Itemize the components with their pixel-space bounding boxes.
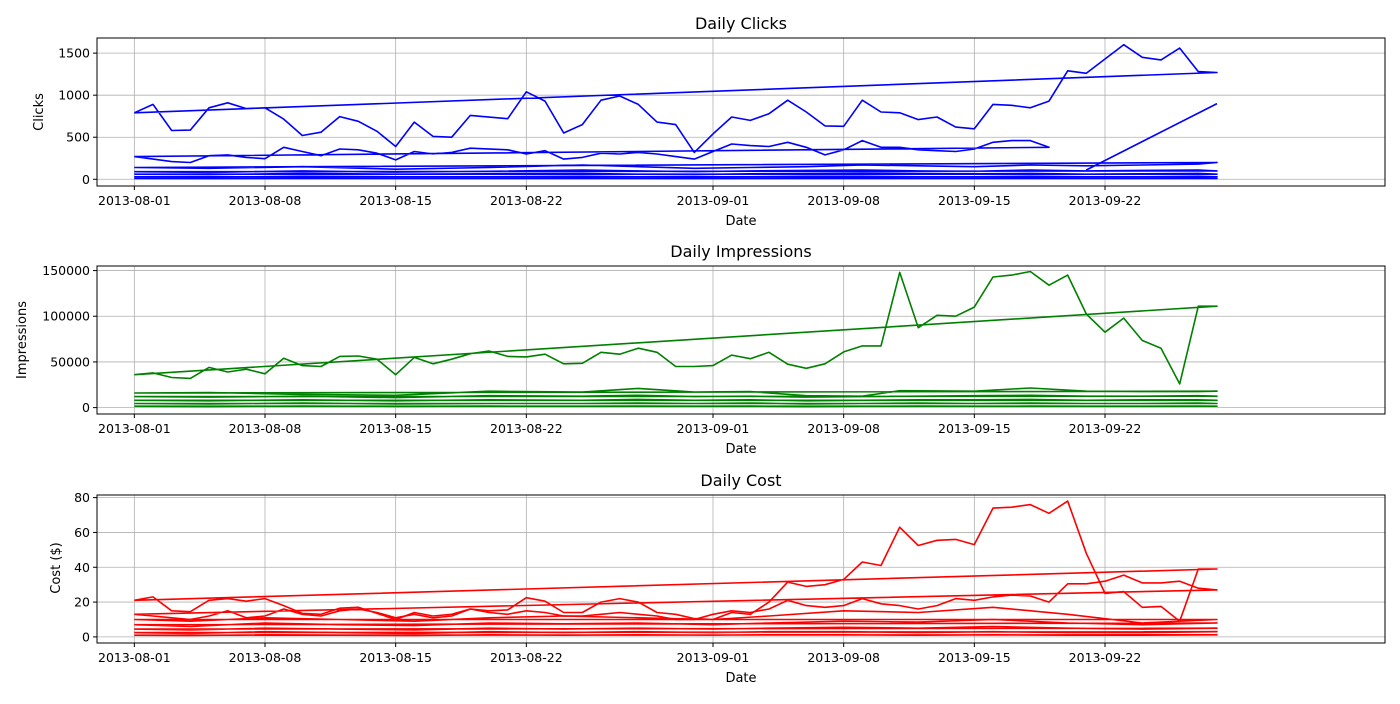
x-tick-label: 2013-08-15 xyxy=(359,421,432,436)
x-tick-label: 2013-09-08 xyxy=(807,650,880,665)
chart-title: Daily Cost xyxy=(700,471,781,490)
x-axis-label: Date xyxy=(725,214,756,229)
x-tick-label: 2013-08-08 xyxy=(229,421,302,436)
chart-title: Daily Impressions xyxy=(670,242,811,261)
x-tick-label: 2013-08-22 xyxy=(490,650,563,665)
x-tick-label: 2013-09-22 xyxy=(1069,650,1142,665)
y-tick-label: 0 xyxy=(82,400,90,415)
x-tick-label: 2013-08-01 xyxy=(98,421,171,436)
x-tick-label: 2013-09-08 xyxy=(807,421,880,436)
x-tick-label: 2013-08-01 xyxy=(98,193,171,208)
x-tick-label: 2013-09-15 xyxy=(938,193,1011,208)
x-tick-label: 2013-09-22 xyxy=(1069,193,1142,208)
y-tick-label: 500 xyxy=(66,130,90,145)
y-tick-label: 1000 xyxy=(58,88,90,103)
y-axis-label: Clicks xyxy=(32,93,47,131)
x-tick-label: 2013-08-22 xyxy=(490,193,563,208)
x-tick-label: 2013-09-22 xyxy=(1069,421,1142,436)
x-tick-label: 2013-08-08 xyxy=(229,193,302,208)
x-axis-label: Date xyxy=(725,671,756,686)
x-tick-label: 2013-08-08 xyxy=(229,650,302,665)
x-tick-label: 2013-09-01 xyxy=(677,650,750,665)
y-tick-label: 20 xyxy=(74,595,90,610)
x-tick-label: 2013-08-15 xyxy=(359,193,432,208)
x-tick-label: 2013-09-15 xyxy=(938,421,1011,436)
y-axis-label: Impressions xyxy=(15,301,30,379)
x-tick-label: 2013-09-01 xyxy=(677,421,750,436)
y-tick-label: 50000 xyxy=(50,354,90,369)
x-tick-label: 2013-09-08 xyxy=(807,193,880,208)
x-tick-label: 2013-08-01 xyxy=(98,650,171,665)
y-tick-label: 0 xyxy=(82,172,90,187)
series-line xyxy=(134,635,1217,636)
series-line xyxy=(134,406,1217,407)
x-tick-label: 2013-08-22 xyxy=(490,421,563,436)
x-tick-label: 2013-09-15 xyxy=(938,650,1011,665)
y-tick-label: 0 xyxy=(82,629,90,644)
y-tick-label: 60 xyxy=(74,525,90,540)
x-tick-label: 2013-09-01 xyxy=(677,193,750,208)
y-tick-label: 150000 xyxy=(42,263,90,278)
y-tick-label: 80 xyxy=(74,490,90,505)
y-tick-label: 100000 xyxy=(42,309,90,324)
y-tick-label: 40 xyxy=(74,560,90,575)
y-axis-label: Cost ($) xyxy=(49,542,64,593)
series-line xyxy=(134,403,1217,404)
series-line xyxy=(134,399,1217,400)
series-line xyxy=(134,176,1217,177)
x-tick-label: 2013-08-15 xyxy=(359,650,432,665)
chart-title: Daily Clicks xyxy=(695,14,787,33)
y-tick-label: 1500 xyxy=(58,46,90,61)
x-axis-label: Date xyxy=(725,442,756,457)
